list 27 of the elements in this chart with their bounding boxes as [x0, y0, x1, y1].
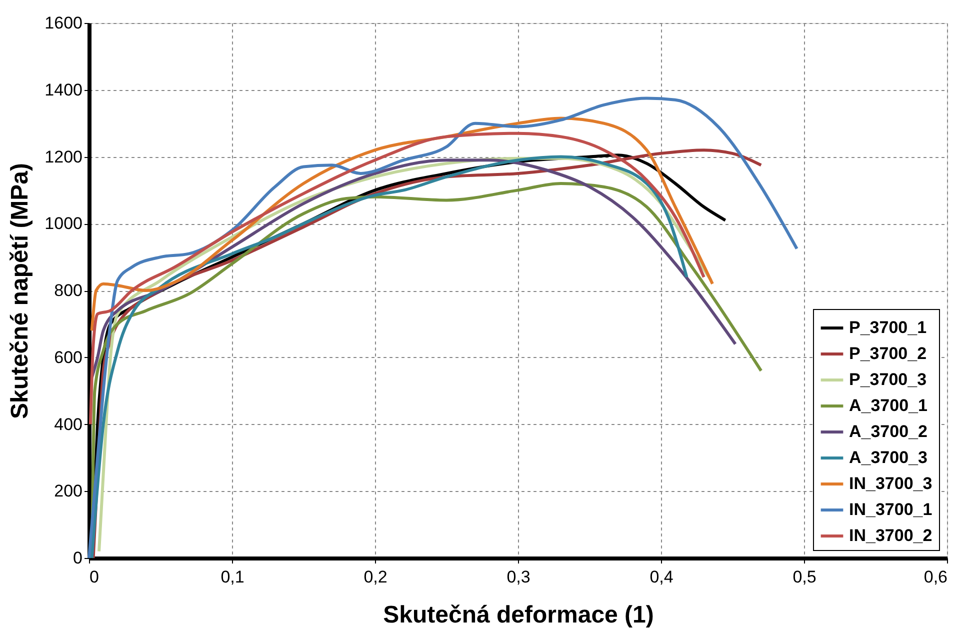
y-tick-label: 1000 [44, 214, 82, 234]
y-tick-label: 1600 [44, 14, 82, 32]
legend-label: IN_3700_2 [849, 526, 932, 545]
y-tick-label: 1200 [44, 147, 82, 166]
y-tick-label: 800 [54, 281, 82, 300]
x-tick-label: 0,2 [364, 568, 388, 586]
x-tick-label: 0,3 [506, 568, 530, 586]
x-tick-label: 0 [90, 568, 99, 586]
x-axis-title: Skutečná deformace (1) [383, 602, 654, 628]
y-tick-label: 0 [73, 548, 82, 568]
y-axis-title: Skutečné napětí (MPa) [6, 162, 34, 420]
legend-label: IN_3700_3 [849, 474, 932, 493]
x-tick-label: 0,6 [924, 568, 948, 586]
legend-label: P_3700_3 [849, 370, 927, 389]
y-tick-label: 400 [54, 414, 82, 434]
y-tick-label: 200 [54, 482, 82, 501]
legend-label: A_3700_2 [849, 422, 928, 441]
legend-label: P_3700_2 [849, 344, 927, 363]
legend-label: IN_3700_1 [849, 500, 932, 519]
legend-label: P_3700_1 [849, 318, 927, 337]
x-tick-label: 0,4 [650, 568, 674, 586]
y-tick-label: 1400 [44, 80, 82, 100]
y-tick-label: 600 [54, 348, 82, 367]
x-tick-label: 0,5 [792, 568, 816, 586]
legend-label: A_3700_1 [849, 396, 928, 415]
x-tick-label: 0,1 [220, 568, 244, 586]
legend-label: A_3700_3 [849, 448, 928, 467]
